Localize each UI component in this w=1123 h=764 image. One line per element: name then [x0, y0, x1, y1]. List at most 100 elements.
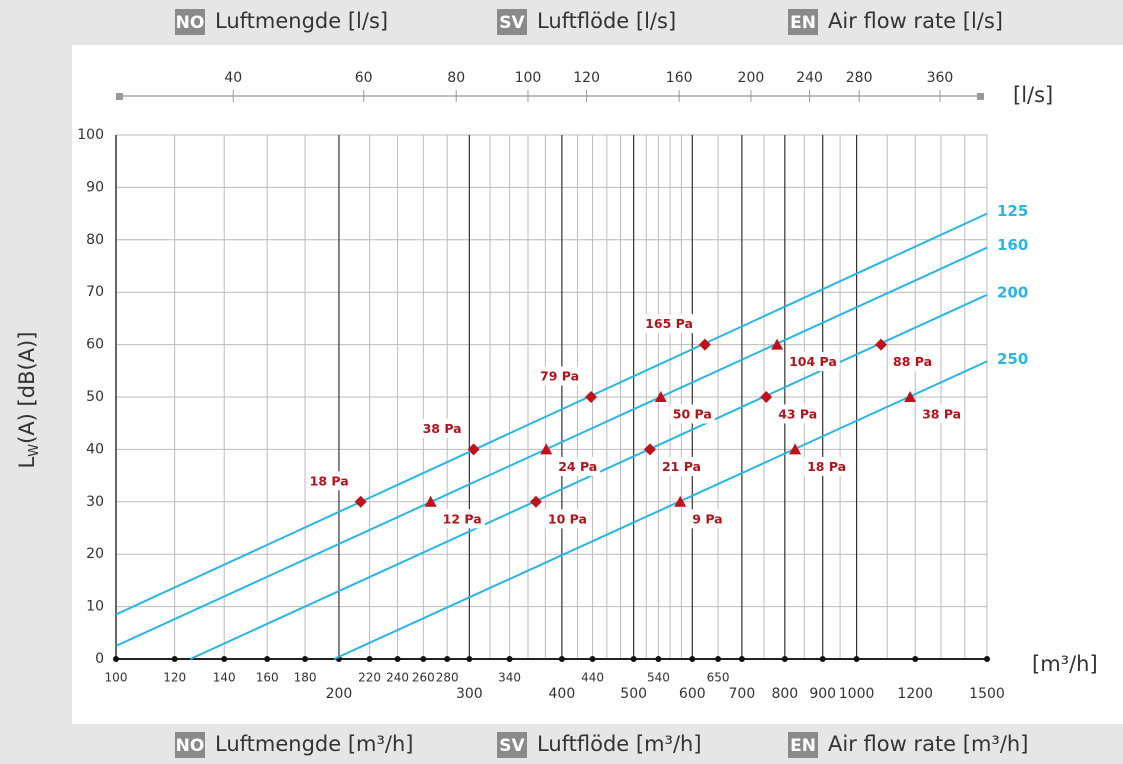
x-tick-label: 140 — [213, 671, 236, 685]
point-label-bg — [786, 352, 840, 372]
x2-unit: [l/s] — [1013, 83, 1053, 107]
point-label: 38 Pa — [922, 407, 961, 422]
point-label: 10 Pa — [548, 511, 587, 526]
point-marker — [760, 391, 773, 403]
header-text: Air flow rate [l/s] — [828, 9, 1003, 33]
point-marker — [674, 495, 687, 507]
point-label: 50 Pa — [673, 407, 712, 422]
point-marker — [771, 338, 784, 350]
x-tick-mark — [302, 656, 309, 662]
point-marker — [354, 495, 367, 508]
point-label-bg — [439, 509, 485, 529]
x-tick-mark — [781, 656, 788, 662]
x-tick-mark — [264, 656, 271, 662]
duct-line — [115, 246, 988, 647]
x-tick-label-major: 800 — [771, 686, 798, 702]
x-tick-mark — [912, 656, 919, 662]
x2-tick-label: 280 — [846, 70, 873, 86]
x-tick-mark — [420, 656, 427, 662]
x-tick-mark — [171, 656, 178, 662]
x-tick-label-major: 1200 — [897, 686, 933, 702]
point-label: 38 Pa — [423, 421, 462, 436]
y-label-rest: (A) [dB(A)] — [15, 332, 39, 444]
x-tick-mark — [394, 656, 401, 662]
y-tick-label: 70 — [86, 284, 104, 300]
x-tick-label: 160 — [256, 671, 279, 685]
x2-tick-label: 160 — [666, 70, 693, 86]
point-label-bg — [890, 352, 936, 372]
point-label: 18 Pa — [807, 459, 846, 474]
header-text: Luftflöde [l/s] — [537, 9, 676, 33]
badge: SV — [499, 13, 525, 33]
point-label: 104 Pa — [789, 354, 837, 369]
badge-box — [497, 9, 527, 35]
point-marker — [654, 391, 667, 402]
point-label: 12 Pa — [443, 511, 482, 526]
point-label-bg — [642, 314, 696, 334]
panel — [72, 45, 1123, 724]
point-label-bg — [775, 404, 821, 424]
y-axis-label: LW(A) [dB(A)] — [15, 332, 42, 469]
point-label-bg — [919, 404, 965, 424]
x-tick-label: 440 — [581, 671, 604, 685]
point-label: 43 Pa — [778, 407, 817, 422]
badge: EN — [790, 736, 816, 756]
point-label-bg — [669, 404, 715, 424]
point-label-bg — [658, 456, 704, 476]
x2-tick-label: 120 — [573, 70, 600, 86]
y-tick-label: 60 — [86, 337, 104, 353]
y-label-main: L — [15, 456, 39, 468]
x-tick-label-major: 1000 — [839, 686, 875, 702]
x-tick-mark — [715, 656, 722, 662]
duct-line — [115, 212, 988, 616]
x2-tick-label: 80 — [447, 70, 465, 86]
point-marker — [643, 443, 656, 456]
point-label: 88 Pa — [893, 354, 932, 369]
point-label: 18 Pa — [310, 473, 349, 488]
header-text: Luftmengde [l/s] — [215, 9, 388, 33]
point-marker — [904, 391, 917, 402]
point-label: 79 Pa — [540, 369, 579, 384]
x-tick-label: 340 — [498, 671, 521, 685]
point-label: 165 Pa — [645, 316, 693, 331]
point-label-bg — [804, 456, 850, 476]
point-marker — [585, 391, 598, 403]
x-tick-label: 260 — [412, 671, 435, 685]
line-label: 250 — [997, 350, 1028, 368]
y-tick-label: 0 — [95, 651, 104, 667]
x-tick-mark — [689, 656, 696, 662]
header-text: Luftmengde [m³/h] — [215, 732, 414, 756]
x-tick-mark — [466, 656, 473, 662]
x-tick-label: 100 — [105, 671, 128, 685]
badge-box — [788, 9, 818, 35]
x-tick-mark — [589, 656, 596, 662]
y-label-sub: W — [27, 444, 42, 457]
x2-axis-end — [116, 93, 123, 100]
y-tick-label: 10 — [86, 599, 104, 615]
x2-tick-label: 240 — [796, 70, 823, 86]
point-marker — [467, 443, 480, 456]
point-marker — [529, 495, 542, 508]
x-tick-label-major: 700 — [729, 686, 756, 702]
x-tick-label-major: 200 — [326, 686, 353, 702]
badge-box — [497, 732, 527, 758]
x-tick-label-major: 300 — [456, 686, 483, 702]
x-tick-mark — [221, 656, 228, 662]
x2-tick-label: 40 — [224, 70, 242, 86]
x-tick-label: 220 — [358, 671, 381, 685]
badge-box — [175, 732, 205, 758]
point-label-bg — [419, 418, 465, 438]
header-text: Luftflöde [m³/h] — [537, 732, 702, 756]
point-marker — [698, 338, 711, 351]
line-label: 125 — [997, 202, 1028, 220]
point-label: 21 Pa — [662, 459, 701, 474]
x-tick-mark — [444, 656, 451, 662]
x-tick-label: 280 — [436, 671, 459, 685]
x-tick-label-major: 400 — [549, 686, 576, 702]
y-tick-label: 40 — [86, 441, 104, 457]
x-tick-label: 120 — [163, 671, 186, 685]
x2-tick-label: 60 — [355, 70, 373, 86]
x-unit: [m³/h] — [1032, 652, 1098, 676]
point-marker — [789, 443, 802, 455]
